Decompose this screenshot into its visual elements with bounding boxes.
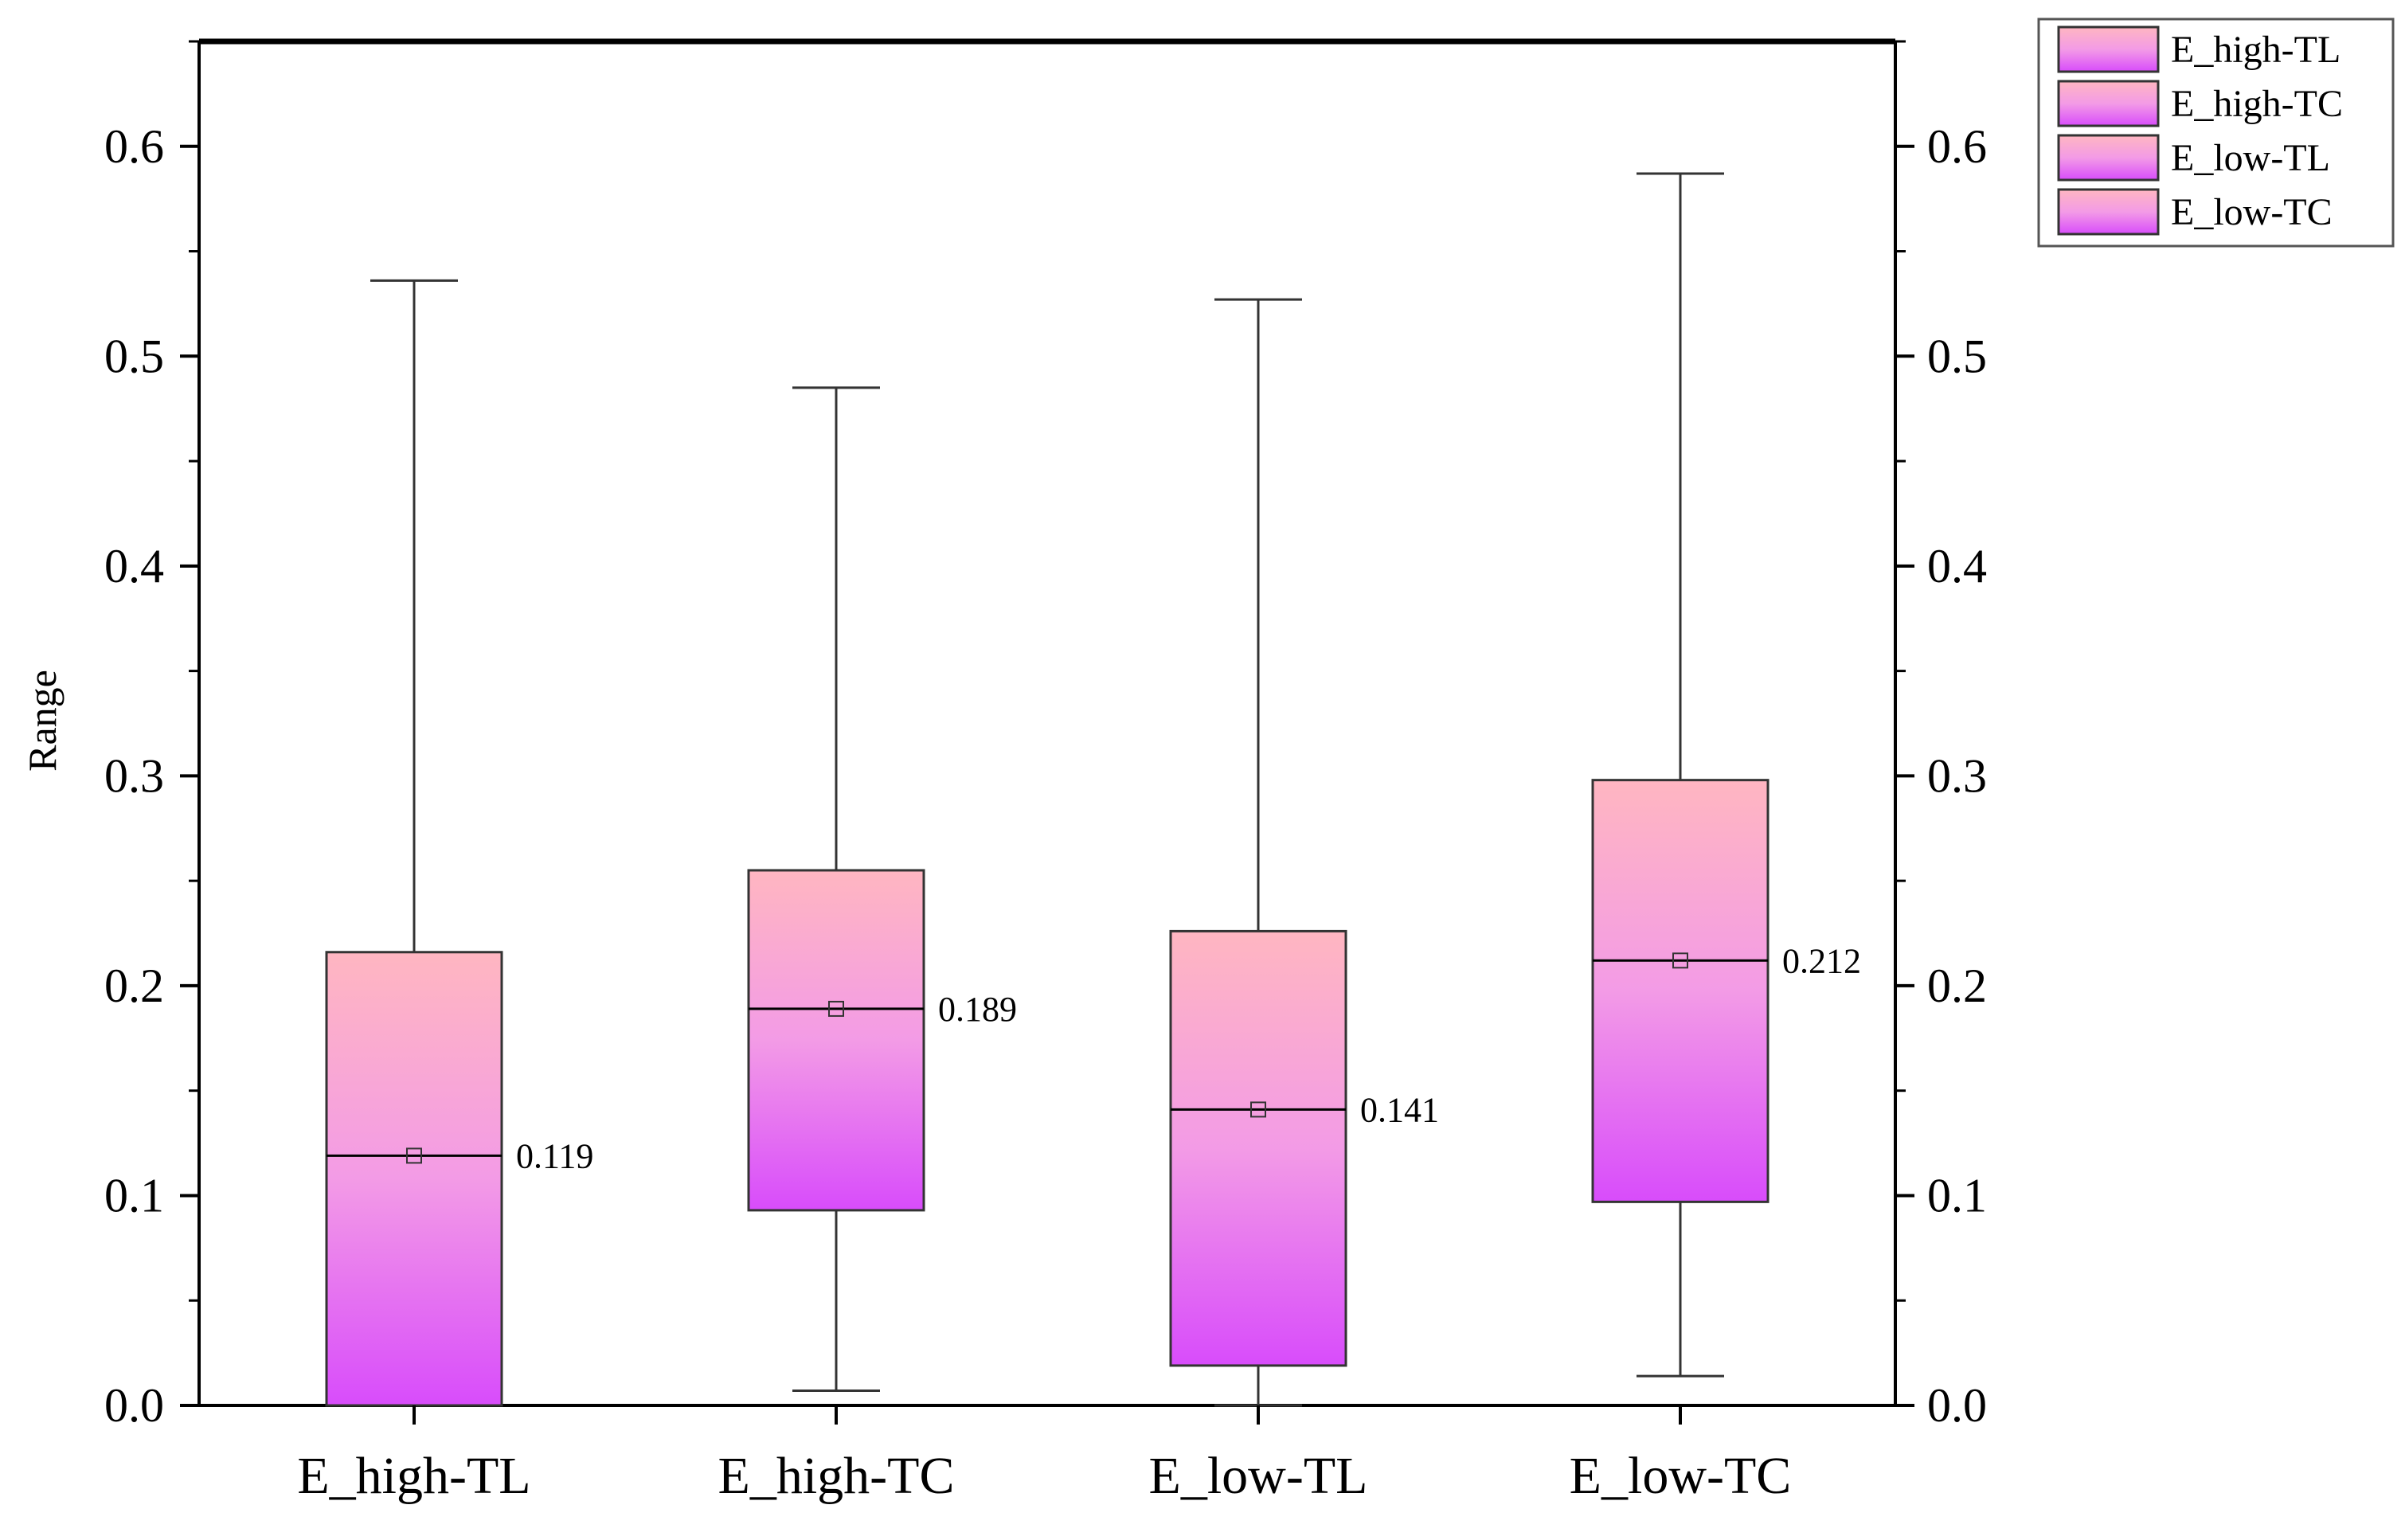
median-value-label: 0.189 [938,990,1017,1029]
legend-item: E_low-TL [2057,134,2330,182]
y-tick-label-right: 0.0 [1927,1379,1987,1432]
box-E_low-TL: 0.141 [1169,298,1439,1407]
legend-swatch [2057,134,2160,182]
box-E_high-TL: 0.119 [325,279,593,1407]
legend-label: E_high-TL [2171,29,2340,71]
y-tick-label-left: 0.5 [104,330,164,382]
y-tick-label-left: 0.0 [104,1379,164,1432]
x-axis: E_high-TL E_high-TC E_low-TL E_low-TC [297,1405,1791,1505]
box-iqr [325,951,503,1407]
x-tick-label: E_high-TC [718,1447,955,1505]
x-tick-label: E_high-TL [297,1447,530,1505]
mean-marker [1250,1101,1266,1118]
box-E_low-TC: 0.212 [1591,172,1861,1378]
x-tick-label: E_low-TC [1570,1447,1792,1505]
mean-marker [828,1000,844,1017]
legend: E_high-TL E_high-TC E_low-TL E_low-TC [2037,18,2395,248]
median-value-label: 0.119 [516,1136,593,1175]
legend-label: E_high-TC [2171,83,2343,125]
box-series: 0.119 0.189 0.141 0.212 [325,172,1861,1407]
y-tick-label-left: 0.2 [104,960,164,1012]
y-tick-label-right: 0.3 [1927,749,1987,802]
y-tick-label-right: 0.5 [1927,330,1987,382]
y-axis-title: Range [20,670,65,772]
x-tick-label: E_low-TL [1149,1447,1368,1505]
y-axis-right: 0.0 0.1 0.2 0.3 0.4 0.5 0.6 [1895,40,1987,1432]
y-tick-label-left: 0.1 [104,1169,164,1221]
y-tick-label-right: 0.4 [1927,540,1987,592]
box-E_high-TC: 0.189 [747,386,1017,1393]
y-axis-left: 0.0 0.1 0.2 0.3 0.4 0.5 0.6 [104,40,199,1432]
y-tick-label-right: 0.1 [1927,1169,1987,1221]
legend-label: E_low-TC [2171,191,2333,233]
legend-swatch [2057,80,2160,127]
y-tick-label-right: 0.6 [1927,120,1987,173]
legend-item: E_high-TC [2057,80,2343,127]
y-tick-label-left: 0.6 [104,120,164,173]
y-tick-label-left: 0.4 [104,540,164,592]
legend-item: E_low-TC [2057,188,2333,236]
mean-marker [406,1147,422,1164]
box-iqr [747,869,925,1212]
mean-marker [1672,952,1688,969]
legend-label: E_low-TL [2171,137,2330,179]
legend-swatch [2057,25,2160,73]
y-tick-label-right: 0.2 [1927,960,1987,1012]
median-value-label: 0.141 [1360,1090,1439,1129]
legend-item: E_high-TL [2057,25,2340,73]
box-iqr [1169,929,1347,1367]
y-tick-label-left: 0.3 [104,749,164,802]
box-iqr [1591,779,1770,1203]
legend-swatch [2057,188,2160,236]
median-value-label: 0.212 [1782,941,1861,980]
